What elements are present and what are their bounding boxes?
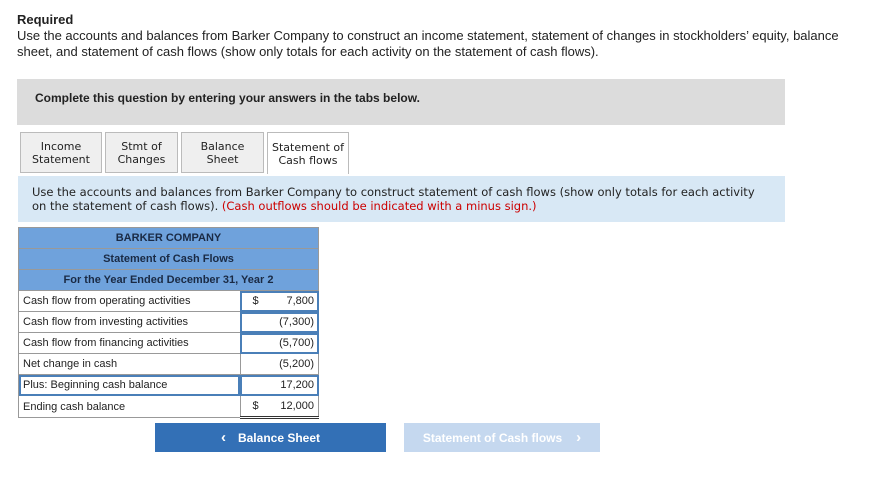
- instruction-box: Use the accounts and balances from Barke…: [18, 176, 785, 222]
- prev-label: Balance Sheet: [237, 430, 321, 445]
- banner-text: Complete this question by entering your …: [35, 91, 420, 105]
- statement-title: Statement of Cash Flows: [18, 248, 319, 270]
- table-row: Plus: Beginning cash balance 17,200: [18, 374, 320, 396]
- net-change-value: (5,200): [239, 353, 320, 375]
- row-value: 17,200: [280, 379, 314, 391]
- tab-label: Changes: [117, 152, 166, 166]
- row-label: Cash flow from operating activities: [18, 290, 241, 312]
- dollar-sign: $: [252, 295, 259, 307]
- dollar-sign: $: [252, 400, 259, 412]
- row-value: (7,300): [279, 316, 314, 328]
- financing-input[interactable]: (5,700): [239, 332, 320, 354]
- operating-input[interactable]: $7,800: [239, 290, 320, 312]
- tab-income-statement[interactable]: Income Statement: [20, 132, 102, 173]
- row-value: 12,000: [280, 400, 314, 412]
- tab-label: Balance Sheet: [200, 139, 245, 166]
- row-label: Net change in cash: [18, 353, 241, 375]
- investing-input[interactable]: (7,300): [239, 311, 320, 333]
- chevron-right-icon: ›: [576, 429, 582, 446]
- required-text: Use the accounts and balances from Barke…: [17, 28, 839, 59]
- next-label: Statement of Cash flows: [422, 430, 563, 445]
- table-row: Cash flow from operating activities $7,80…: [18, 290, 320, 312]
- table-row: Ending cash balance $12,000: [18, 395, 320, 419]
- tab-label: Income: [40, 139, 82, 153]
- row-value: (5,200): [279, 358, 314, 370]
- tab-statement-of-cash-flows[interactable]: Statement of Cash flows: [267, 132, 349, 174]
- tab-label: Statement of: [272, 140, 344, 154]
- required-heading: Required: [17, 12, 74, 27]
- table-row: Cash flow from investing activities (7,30…: [18, 311, 320, 333]
- row-label: Ending cash balance: [18, 395, 241, 418]
- tab-balance-sheet[interactable]: Balance Sheet: [181, 132, 264, 173]
- instruction-note: (Cash outflows should be indicated with …: [221, 199, 537, 213]
- tab-label: Statement: [32, 152, 90, 166]
- tab-bar: Income Statement Stmt of Changes Balance S…: [20, 132, 349, 174]
- ending-cash-value: $12,000: [239, 395, 320, 419]
- row-label: Cash flow from financing activities: [18, 332, 241, 354]
- instruction-text: Use the accounts and balances from Barke…: [32, 185, 755, 213]
- cash-flow-table: BARKER COMPANY Statement of Cash Flows F…: [18, 227, 320, 419]
- statement-period: For the Year Ended December 31, Year 2: [18, 269, 319, 291]
- row-value: 7,800: [286, 295, 314, 307]
- table-row: Net change in cash (5,200): [18, 353, 320, 375]
- next-statement-of-cash-flows-button[interactable]: Statement of Cash flows ›: [404, 423, 600, 452]
- tab-stmt-of-changes[interactable]: Stmt of Changes: [105, 132, 178, 173]
- company-name: BARKER COMPANY: [18, 227, 319, 249]
- chevron-left-icon: ‹: [220, 429, 226, 446]
- table-row: Cash flow from financing activities (5,70…: [18, 332, 320, 354]
- prev-balance-sheet-button[interactable]: ‹ Balance Sheet: [155, 423, 386, 452]
- row-value: (5,700): [279, 337, 314, 349]
- row-label: Cash flow from investing activities: [18, 311, 241, 333]
- tab-label: Cash flows: [278, 153, 338, 167]
- beginning-cash-input[interactable]: 17,200: [239, 374, 320, 396]
- beginning-cash-label-input[interactable]: Plus: Beginning cash balance: [18, 374, 241, 396]
- instructions-banner: Complete this question by entering your …: [17, 79, 785, 125]
- tab-label: Stmt of: [121, 139, 162, 153]
